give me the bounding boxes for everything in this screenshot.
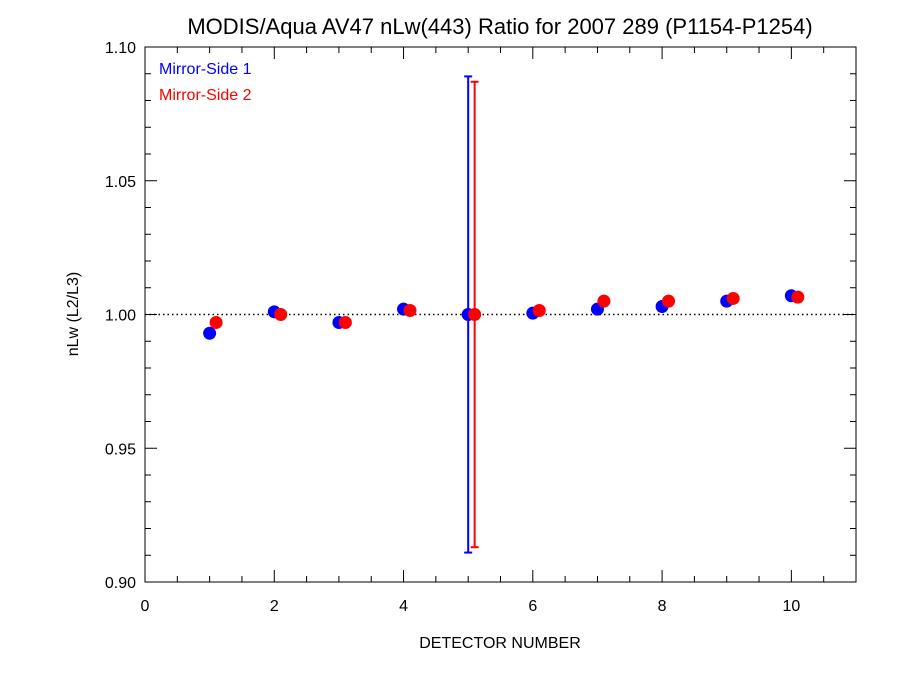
y-tick-label: 1.10 — [105, 40, 136, 57]
x-tick-label: 10 — [782, 598, 800, 615]
point-series-2 — [791, 290, 805, 304]
point-series-2 — [597, 294, 611, 308]
x-axis-label: DETECTOR NUMBER — [419, 635, 581, 652]
point-series-2 — [468, 308, 482, 321]
chart-title: MODIS/Aqua AV47 nLw(443) Ratio for 2007 … — [187, 14, 812, 39]
x-tick-label: 6 — [528, 598, 537, 615]
y-axis-label: nLw (L2/L3) — [65, 272, 82, 357]
y-tick-label: 0.95 — [105, 441, 136, 458]
legend-series-2: Mirror-Side 2 — [159, 87, 252, 104]
point-series-2 — [338, 316, 352, 330]
x-tick-label: 0 — [141, 598, 150, 615]
point-series-2 — [209, 316, 223, 330]
point-series-2 — [532, 303, 546, 317]
x-tick-label: 4 — [399, 598, 408, 615]
point-series-2 — [726, 291, 740, 305]
point-series-2 — [662, 294, 676, 308]
point-series-2 — [274, 308, 288, 321]
point-series-2 — [403, 303, 417, 317]
y-tick-label: 1.05 — [105, 174, 136, 191]
y-tick-label: 0.90 — [105, 575, 136, 592]
legend-series-1: Mirror-Side 1 — [159, 61, 252, 78]
point-series-1 — [203, 326, 217, 340]
x-tick-label: 2 — [270, 598, 279, 615]
x-tick-label: 8 — [658, 598, 667, 615]
y-tick-label: 1.00 — [105, 308, 136, 325]
